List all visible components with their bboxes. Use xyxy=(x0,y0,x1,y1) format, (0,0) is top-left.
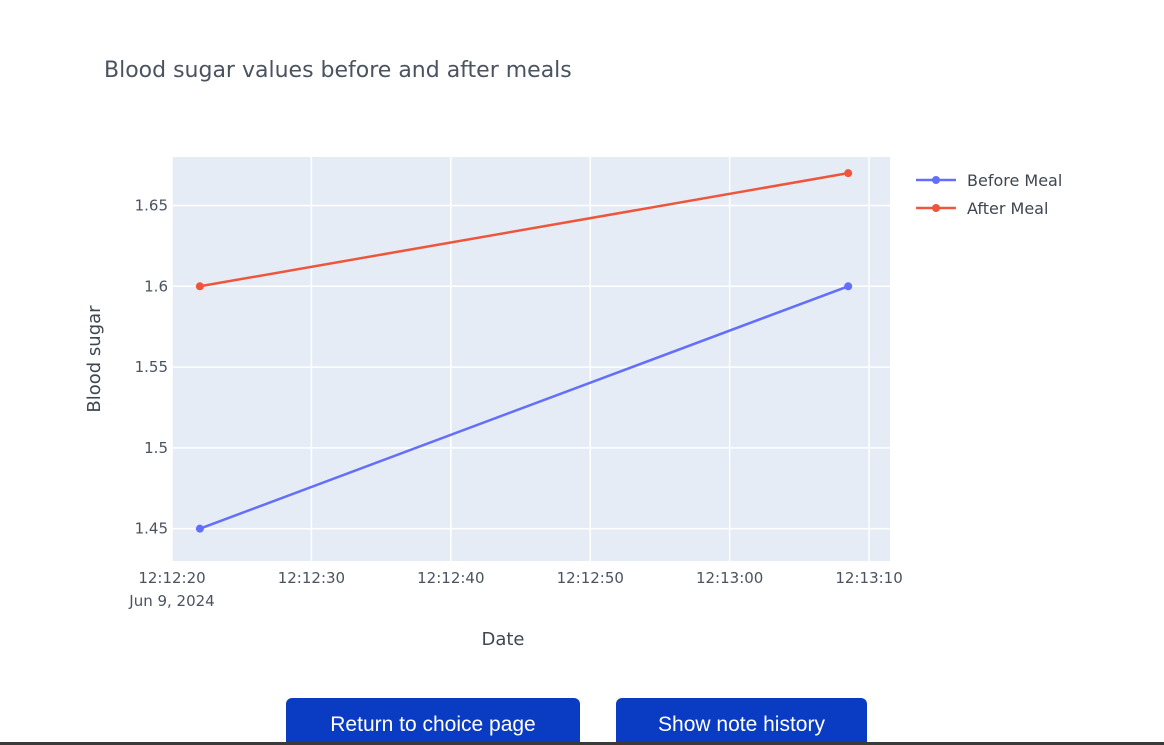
series-layer xyxy=(195,169,853,533)
plot-area xyxy=(172,157,890,561)
data-point xyxy=(195,524,204,533)
y-axis-title: Blood sugar xyxy=(84,305,105,413)
y-tick-label: 1.5 xyxy=(144,439,168,457)
legend-label: After Meal xyxy=(967,199,1048,218)
y-gridlines xyxy=(172,204,890,530)
legend-swatch-marker xyxy=(932,204,940,212)
x-tick-label: 12:13:10 xyxy=(835,569,902,587)
series-line-1 xyxy=(199,171,849,288)
y-tick-label: 1.45 xyxy=(135,520,168,538)
data-point xyxy=(195,282,204,291)
legend-swatch-marker xyxy=(932,176,940,184)
show-note-history-button[interactable]: Show note history xyxy=(616,698,867,745)
x-gridlines xyxy=(171,157,870,561)
data-point xyxy=(844,169,853,178)
y-tick-label: 1.65 xyxy=(135,196,168,214)
x-tick-label: 12:12:30 xyxy=(278,569,345,587)
x-tick-date-label: Jun 9, 2024 xyxy=(128,592,214,610)
blood-sugar-line-chart: 12:12:20 12:12:30 12:12:40 12:12:50 12:13:00… xyxy=(84,157,1062,650)
legend-label: Before Meal xyxy=(967,171,1062,190)
x-tick-label: 12:12:20 xyxy=(138,569,205,587)
bottom-divider xyxy=(0,742,1164,745)
x-tick-labels: 12:12:20 12:12:30 12:12:40 12:12:50 12:13:00… xyxy=(138,569,902,587)
x-tick-label: 12:12:40 xyxy=(417,569,484,587)
x-axis-title: Date xyxy=(481,629,524,650)
x-tick-label: 12:13:00 xyxy=(696,569,763,587)
series-line-0 xyxy=(199,285,849,530)
data-point xyxy=(844,282,853,291)
y-tick-labels: 1.45 1.5 1.55 1.6 1.65 xyxy=(135,196,168,537)
chart-title: Blood sugar values before and after meal… xyxy=(104,58,572,83)
y-tick-label: 1.55 xyxy=(135,358,168,376)
return-to-choice-page-button[interactable]: Return to choice page xyxy=(286,698,580,745)
x-tick-label: 12:12:50 xyxy=(557,569,624,587)
legend: Before Meal After Meal xyxy=(916,171,1062,218)
y-tick-label: 1.6 xyxy=(144,277,168,295)
